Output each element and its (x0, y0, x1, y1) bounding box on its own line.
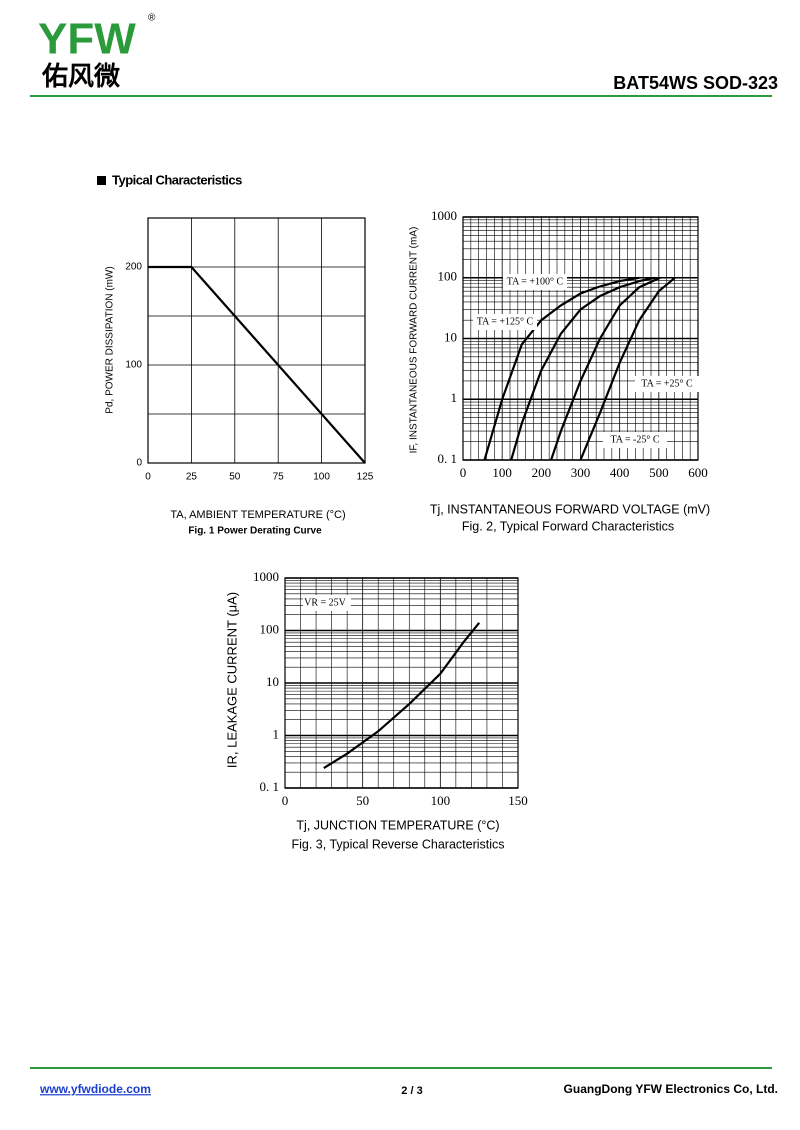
curve (148, 265, 366, 464)
x-tick-label: 50 (229, 472, 241, 483)
x-tick-label: 0 (282, 793, 289, 808)
page-number: 2 / 3 (401, 1085, 422, 1097)
y-tick-label: 1000 (431, 208, 457, 223)
x-tick-label: 500 (649, 465, 669, 480)
y-tick-label: 10 (444, 329, 457, 344)
x-tick-label: 150 (508, 793, 528, 808)
x-tick-label: 100 (431, 793, 451, 808)
figure-caption: Fig. 2, Typical Forward Characteristics (462, 519, 674, 533)
curve-label-box (635, 376, 699, 392)
y-tick-label: 100 (125, 360, 142, 371)
x-tick-label: 400 (610, 465, 630, 480)
x-tick-label: 600 (688, 465, 708, 480)
annotation: VR = 25V (304, 597, 347, 608)
curve-label-box (503, 274, 567, 290)
logo: YFW (38, 15, 136, 64)
x-tick-label: 125 (357, 472, 374, 483)
figure-caption: Fig. 1 Power Derating Curve (188, 526, 322, 537)
bullet (97, 176, 106, 185)
figure-caption: Fig. 3, Typical Reverse Characteristics (291, 837, 504, 851)
y-axis-label: IF, INSTANTANEOUS FORWARD CURRENT (mA) (409, 227, 420, 454)
x-tick-label: 75 (273, 472, 285, 483)
curve (579, 276, 676, 461)
x-tick-label: 0 (145, 472, 151, 483)
x-tick-label: 25 (186, 472, 198, 483)
y-axis-label: Pd, POWER DISSIPATION (mW) (105, 266, 116, 413)
y-tick-label: 0 (136, 458, 142, 469)
y-tick-label: 1 (273, 726, 280, 741)
x-axis-label: Tj, INSTANTANEOUS FORWARD VOLTAGE (mV) (430, 502, 710, 516)
annotation-box (303, 595, 351, 611)
y-tick-label: 100 (260, 621, 280, 636)
x-tick-label: 100 (492, 465, 512, 480)
plot-frame (284, 577, 519, 789)
curve-label-box (603, 432, 667, 448)
curve (323, 622, 481, 769)
x-axis-label: Tj, JUNCTION TEMPERATURE (°C) (296, 818, 499, 832)
x-tick-label: 300 (571, 465, 591, 480)
curve-label: TA = +25° C (641, 378, 693, 389)
x-tick-label: 0 (460, 465, 467, 480)
y-tick-label: 100 (438, 269, 458, 284)
curve (483, 276, 640, 461)
curve-label: TA = -25° C (610, 434, 659, 445)
x-tick-label: 50 (356, 793, 369, 808)
y-tick-label: 0. 1 (260, 779, 280, 794)
plot-frame (147, 217, 366, 464)
x-tick-label: 200 (532, 465, 552, 480)
part-title: BAT54WS SOD-323 (613, 73, 778, 93)
x-tick-label: 100 (313, 472, 330, 483)
y-tick-label: 1 (451, 390, 458, 405)
y-axis-label: IR, LEAKAGE CURRENT (μA) (224, 592, 239, 768)
y-tick-label: 10 (266, 674, 279, 689)
curve-label: TA = +125° C (477, 316, 534, 327)
curve (550, 276, 661, 461)
curve (510, 276, 656, 461)
footer-url[interactable]: www.yfwdiode.com (39, 1082, 151, 1096)
y-tick-label: 0. 1 (438, 451, 458, 466)
registered-mark: ® (148, 13, 156, 24)
section-title: Typical Characteristics (112, 172, 242, 187)
y-tick-label: 200 (125, 262, 142, 273)
curve-label: TA = +100° C (507, 276, 564, 287)
x-axis-label: TA, AMBIENT TEMPERATURE (°C) (170, 509, 345, 521)
logo-cn: 佑风微 (41, 61, 120, 91)
footer-company: GuangDong YFW Electronics Co, Ltd. (564, 1082, 778, 1096)
curve-label-box (473, 314, 537, 330)
y-tick-label: 1000 (253, 569, 279, 584)
